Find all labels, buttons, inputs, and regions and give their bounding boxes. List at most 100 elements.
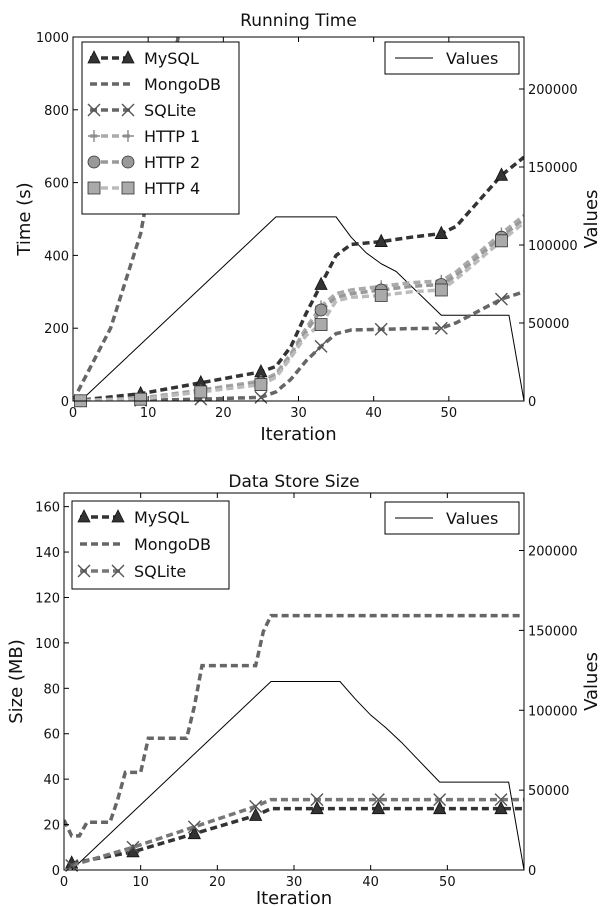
y2-tick-label: 150000 xyxy=(528,624,578,639)
legend-values-label: Values xyxy=(446,509,498,528)
y2-axis-label: Values xyxy=(581,190,602,249)
data-point-http-2-4 xyxy=(314,303,328,317)
data-point-mysql-2 xyxy=(187,825,201,840)
legend-marker xyxy=(121,155,135,169)
x-tick-label: 30 xyxy=(290,406,307,421)
y-tick-label: 0 xyxy=(61,395,69,410)
legend-entry-label: SQLite xyxy=(134,562,186,581)
x-tick-label: 0 xyxy=(60,875,68,890)
data-point-mysql-5 xyxy=(434,225,448,239)
legend-marker xyxy=(121,181,135,195)
data-point-sqlite-2 xyxy=(187,820,201,834)
legend-box xyxy=(71,500,230,590)
series-line-sqlite xyxy=(71,797,524,868)
legend-marker xyxy=(121,50,135,64)
y2-tick-label: 100000 xyxy=(528,239,578,254)
x-axis-label: Iteration xyxy=(256,888,332,907)
data-point-sqlite-4 xyxy=(314,339,328,353)
data-point-http-4-2 xyxy=(194,385,208,399)
data-point-http-4-5 xyxy=(374,289,388,302)
series-line-http-4 xyxy=(73,221,524,401)
y-tick-label: 20 xyxy=(43,819,60,834)
y2-tick-label: 200000 xyxy=(528,545,578,560)
y-tick-label: 800 xyxy=(44,104,69,119)
x-tick-label: 50 xyxy=(439,875,456,890)
y-tick-label: 60 xyxy=(43,728,60,743)
data-point-http-4-1 xyxy=(134,392,148,406)
data-point-sqlite-7 xyxy=(494,292,508,306)
data-point-mysql-6 xyxy=(433,800,447,815)
data-point-sqlite-5 xyxy=(371,793,385,807)
chart-title: Data Store Size xyxy=(228,472,359,492)
data-point-sqlite-6 xyxy=(434,321,448,335)
y-tick-label: 40 xyxy=(43,773,60,788)
data-point-mysql-4 xyxy=(374,233,388,247)
data-point-mysql-3 xyxy=(314,276,328,290)
chart-1: Data Store Size 0 10 20 30 40 50 0 20 40 60 80 100 12… xyxy=(6,472,602,907)
chart-title: Running Time xyxy=(240,11,357,31)
legend-marker xyxy=(121,103,135,117)
series-line-mongodb xyxy=(64,613,524,838)
y-tick-label: 140 xyxy=(35,546,60,561)
legend-box xyxy=(81,41,240,215)
series-line-http-1 xyxy=(73,213,524,401)
data-point-mysql-7 xyxy=(494,800,508,815)
legend-entry-label: MySQL xyxy=(134,508,189,527)
y2-tick-label: 100000 xyxy=(528,704,578,719)
data-point-sqlite-4 xyxy=(310,793,324,807)
y-tick-label: 1000 xyxy=(36,31,69,46)
y2-tick-label: 50000 xyxy=(528,317,569,332)
legend-marker xyxy=(77,509,91,523)
series-line-mysql xyxy=(71,806,524,865)
y-tick-label: 160 xyxy=(35,501,60,516)
y-tick-label: 600 xyxy=(44,177,69,192)
data-point-mysql-5 xyxy=(371,800,385,815)
legend: MySQL MongoDB SQLite xyxy=(71,500,230,590)
data-point-sqlite-0 xyxy=(65,858,79,872)
legend-entry-label: SQLite xyxy=(144,101,196,120)
y-tick-label: 100 xyxy=(35,637,60,652)
y2-tick-label: 0 xyxy=(528,395,536,410)
x-tick-label: 0 xyxy=(69,406,77,421)
legend-marker xyxy=(87,181,101,195)
data-point-http-4-7 xyxy=(495,234,508,248)
x-tick-label: 50 xyxy=(441,406,458,421)
data-point-mysql-4 xyxy=(310,800,324,815)
legend-entry-label: MongoDB xyxy=(134,535,211,554)
legend-entry-label: HTTP 1 xyxy=(144,127,200,146)
legend-marker xyxy=(122,130,134,142)
y-tick-label: 80 xyxy=(43,682,60,697)
y-tick-label: 400 xyxy=(44,249,69,264)
legend-values: Values xyxy=(384,41,520,75)
legend-entry-label: MongoDB xyxy=(144,75,221,94)
legend-marker xyxy=(88,130,100,142)
x-tick-label: 20 xyxy=(215,406,232,421)
data-point-sqlite-7 xyxy=(494,793,508,807)
x-tick-label: 30 xyxy=(286,875,303,890)
data-point-http-4-6 xyxy=(434,283,448,297)
data-point-http-4-3 xyxy=(254,378,268,392)
data-point-sqlite-3 xyxy=(249,799,263,813)
legend-values: Values xyxy=(384,501,520,535)
x-tick-label: 20 xyxy=(209,875,226,890)
y2-tick-label: 50000 xyxy=(528,784,569,799)
legend-marker xyxy=(87,155,101,169)
data-point-mysql-3 xyxy=(249,807,263,821)
legend-values-label: Values xyxy=(446,49,498,68)
values-series-line xyxy=(64,681,524,870)
data-point-http-4-4 xyxy=(314,318,328,331)
y2-tick-label: 150000 xyxy=(528,161,578,176)
y2-axis-label: Values xyxy=(581,652,602,711)
series-line-http-2 xyxy=(73,217,524,401)
series-line-sqlite xyxy=(73,290,524,401)
legend-entry-label: HTTP 4 xyxy=(144,179,200,198)
legend-marker xyxy=(87,103,101,117)
x-axis-label: Iteration xyxy=(260,424,336,445)
legend-marker xyxy=(111,509,125,523)
y-axis-label: Time (s) xyxy=(14,182,35,256)
x-tick-label: 10 xyxy=(132,875,149,890)
legend: MySQL MongoDB SQLite HTTP 1 HTTP 2 HTTP 4 xyxy=(81,41,240,215)
x-tick-label: 10 xyxy=(140,406,157,421)
data-point-sqlite-6 xyxy=(433,793,447,807)
